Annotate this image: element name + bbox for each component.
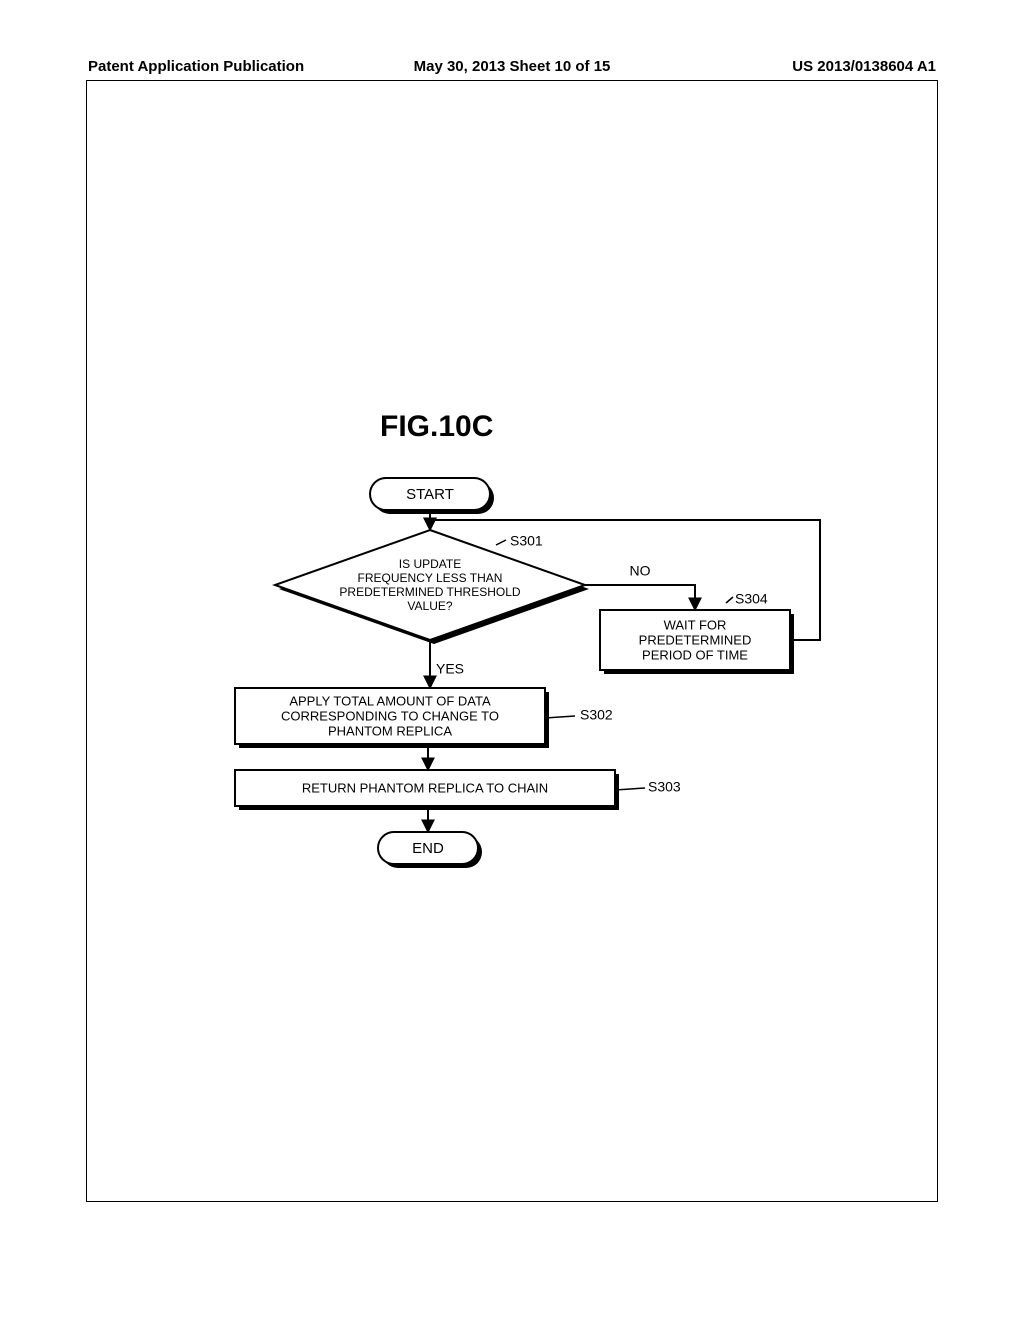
svg-text:NO: NO (630, 563, 651, 579)
svg-text:PREDETERMINED: PREDETERMINED (639, 632, 752, 647)
svg-text:WAIT FOR: WAIT FOR (664, 617, 727, 632)
header-left: Patent Application Publication (88, 58, 371, 75)
svg-text:VALUE?: VALUE? (407, 599, 452, 613)
page: Patent Application Publication May 30, 2… (0, 0, 1024, 1320)
flowchart: YESNOSTARTIS UPDATEFREQUENCY LESS THANPR… (180, 460, 840, 890)
svg-text:START: START (406, 486, 454, 503)
svg-text:PERIOD OF TIME: PERIOD OF TIME (642, 647, 748, 662)
svg-text:IS UPDATE: IS UPDATE (399, 557, 461, 571)
svg-text:S302: S302 (580, 707, 613, 723)
svg-text:RETURN PHANTOM REPLICA TO CHAI: RETURN PHANTOM REPLICA TO CHAIN (302, 780, 548, 795)
svg-text:CORRESPONDING TO CHANGE TO: CORRESPONDING TO CHANGE TO (281, 708, 499, 723)
svg-text:END: END (412, 840, 444, 857)
svg-text:FREQUENCY LESS THAN: FREQUENCY LESS THAN (358, 571, 503, 585)
page-header: Patent Application Publication May 30, 2… (88, 58, 936, 75)
svg-text:PREDETERMINED THRESHOLD: PREDETERMINED THRESHOLD (339, 585, 520, 599)
svg-text:PHANTOM REPLICA: PHANTOM REPLICA (328, 723, 452, 738)
svg-text:APPLY TOTAL AMOUNT OF DATA: APPLY TOTAL AMOUNT OF DATA (289, 693, 491, 708)
svg-text:S301: S301 (510, 533, 543, 549)
svg-text:YES: YES (436, 661, 464, 677)
svg-text:S304: S304 (735, 591, 768, 607)
header-mid: May 30, 2013 Sheet 10 of 15 (371, 58, 654, 75)
svg-text:S303: S303 (648, 779, 681, 795)
header-right: US 2013/0138604 A1 (653, 58, 936, 75)
figure-title: FIG.10C (380, 410, 493, 444)
